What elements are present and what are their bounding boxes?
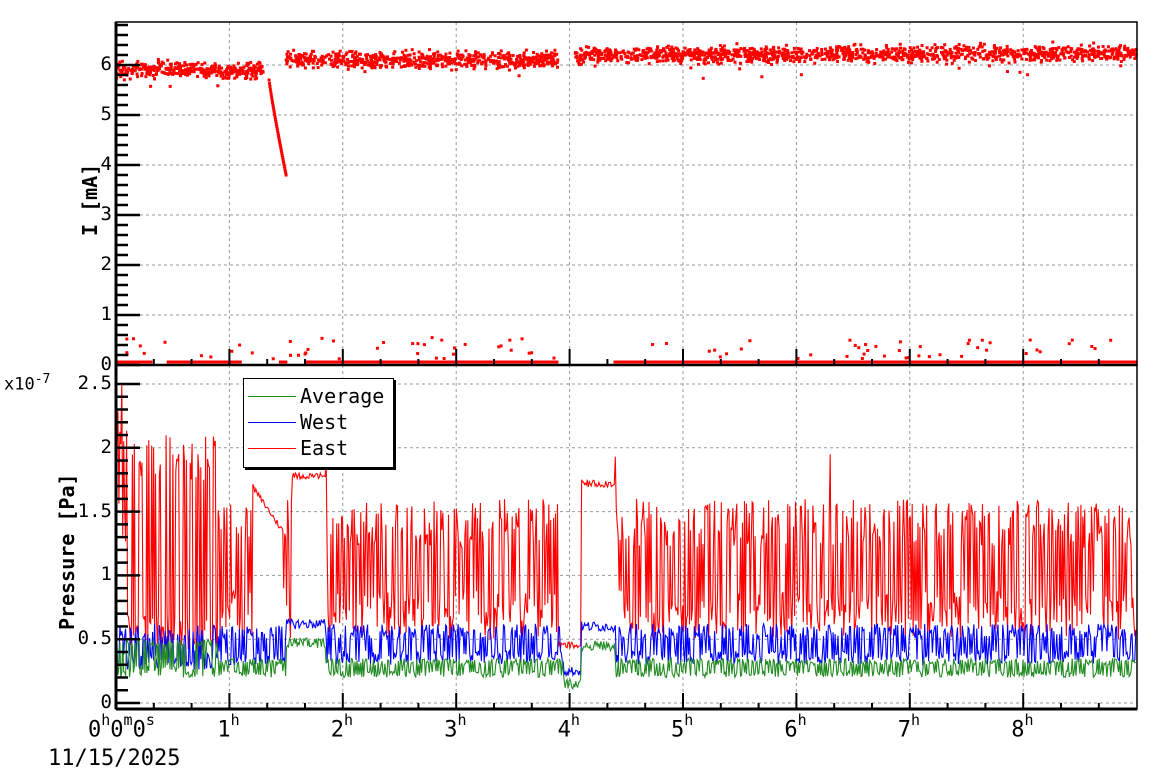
x-tick-label-8h: 8h: [1011, 711, 1034, 743]
legend-swatch-average: [248, 395, 296, 397]
x-tick-label-4h: 4h: [557, 711, 580, 743]
legend: Average West East: [243, 378, 394, 468]
x-tick-label-6h: 6h: [784, 711, 807, 743]
bottom-y-tick-label: 1.5: [77, 499, 112, 522]
pressure-line-west: [115, 617, 1137, 678]
pressure-line-east: [115, 383, 1137, 652]
top-y-tick-label: 6: [100, 53, 112, 75]
top-y-tick-label: 4: [100, 153, 112, 175]
pressure-line-average: [115, 637, 1136, 690]
x-axis-date: 11/15/2025: [48, 746, 181, 771]
top-y-tick-label: 0: [100, 353, 112, 375]
bottom-y-axis-title: Pressure [Pa]: [55, 473, 79, 630]
x-tick-origin: 0h0m0s: [88, 711, 155, 743]
top-y-tick-label: 1: [100, 303, 112, 325]
legend-item-east: East: [244, 435, 348, 461]
bottom-y-tick-label: 0.5: [77, 627, 112, 650]
top-y-tick-label: 2: [100, 253, 112, 275]
top-y-axis-title: I [mA]: [78, 163, 102, 236]
top-y-tick-label: 3: [100, 203, 112, 225]
x-tick-label-3h: 3h: [444, 711, 467, 743]
legend-swatch-east: [248, 447, 296, 449]
x-tick-label-1h: 1h: [217, 711, 240, 743]
x-tick-label-7h: 7h: [897, 711, 921, 743]
legend-item-west: West: [244, 409, 348, 435]
x-tick-label-2h: 2h: [330, 711, 354, 743]
top-y-tick-label: 5: [100, 103, 112, 125]
axes-frame: [114, 21, 1138, 711]
y-exponent-label: x10-7: [4, 372, 51, 395]
bottom-y-tick-label: 2: [100, 435, 112, 458]
legend-swatch-west: [248, 421, 296, 423]
x-tick-label-5h: 5h: [671, 711, 694, 743]
bottom-y-tick-label: 0: [100, 691, 112, 713]
legend-item-average: Average: [244, 383, 384, 409]
bottom-y-tick-label: 1: [100, 563, 112, 586]
bottom-y-tick-label: 2.5: [77, 372, 112, 394]
current-scatter-points: [114, 40, 1138, 364]
